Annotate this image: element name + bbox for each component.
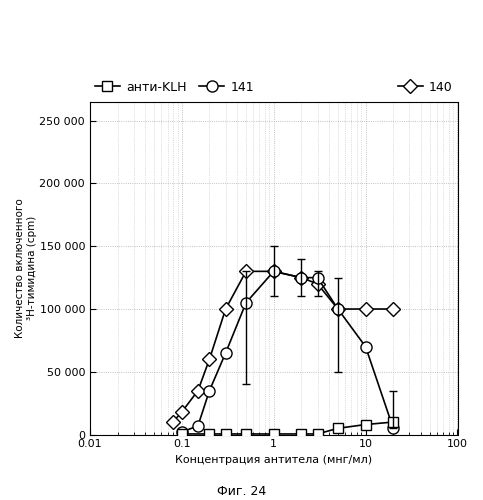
Text: Фиг. 24: Фиг. 24: [217, 485, 266, 498]
140: [170, 419, 176, 425]
анти-KLH: [207, 431, 213, 437]
141: [390, 426, 396, 432]
141: [335, 306, 341, 312]
140: [335, 306, 341, 312]
140: [390, 306, 396, 312]
141: [271, 268, 277, 274]
X-axis label: Концентрация антитела (мнг/мл): Концентрация антитела (мнг/мл): [175, 455, 372, 465]
141: [207, 388, 213, 394]
анти-KLH: [390, 419, 396, 425]
140: [363, 306, 369, 312]
Line: 141: 141: [176, 266, 399, 438]
анти-KLH: [179, 431, 185, 437]
140: [271, 268, 277, 274]
140: [243, 268, 249, 274]
141: [314, 274, 320, 280]
140: [223, 306, 228, 312]
140: [298, 274, 304, 280]
141: [298, 274, 304, 280]
Line: 140: 140: [168, 266, 398, 427]
анти-KLH: [298, 431, 304, 437]
анти-KLH: [243, 431, 249, 437]
анти-KLH: [363, 422, 369, 428]
Y-axis label: Количество включенного
³H-тимидина (cpm): Количество включенного ³H-тимидина (cpm): [15, 198, 37, 338]
141: [195, 423, 201, 429]
анти-KLH: [223, 431, 228, 437]
141: [363, 344, 369, 349]
140: [314, 281, 320, 287]
анти-KLH: [335, 426, 341, 432]
анти-KLH: [271, 431, 277, 437]
140: [207, 356, 213, 362]
Legend: анти-KLH, 141: анти-KLH, 141: [90, 76, 259, 98]
Line: анти-KLH: анти-KLH: [177, 417, 398, 439]
140: [179, 409, 185, 415]
141: [179, 429, 185, 435]
141: [243, 300, 249, 306]
анти-KLH: [314, 431, 320, 437]
140: [195, 388, 201, 394]
141: [223, 350, 228, 356]
